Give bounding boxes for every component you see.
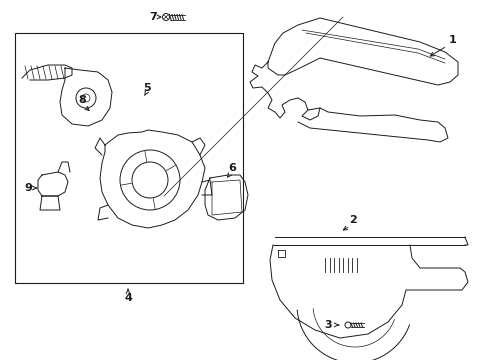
- Text: 7: 7: [149, 12, 157, 22]
- Bar: [15, 33, 243, 283]
- Text: 6: 6: [228, 163, 236, 173]
- Text: 3: 3: [324, 320, 332, 330]
- Text: 9: 9: [24, 183, 32, 193]
- Text: 4: 4: [124, 293, 132, 303]
- Text: 1: 1: [449, 35, 457, 45]
- Text: 8: 8: [78, 95, 86, 105]
- Text: 2: 2: [349, 215, 357, 225]
- Text: 5: 5: [143, 83, 151, 93]
